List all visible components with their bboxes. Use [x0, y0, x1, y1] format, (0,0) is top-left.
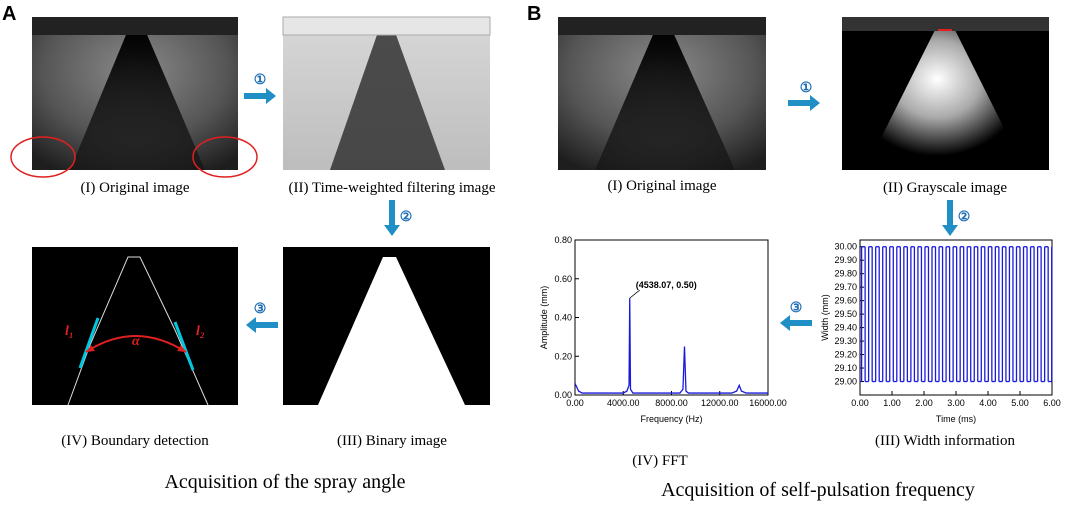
line: [574, 298, 768, 394]
step-label: ③: [254, 302, 267, 317]
y-tick-label: 29.50: [834, 309, 857, 319]
caption: (III) Binary image: [337, 433, 447, 449]
step-label: ②: [958, 210, 971, 225]
boundary-image: [32, 247, 238, 406]
y-tick-label: 29.10: [834, 363, 857, 373]
step-label: ③: [790, 301, 803, 316]
annotation: α: [132, 334, 140, 349]
panel-label: B: [527, 3, 541, 25]
x-tick-label: 16000.00: [749, 398, 787, 408]
y-tick-label: 0.20: [554, 351, 572, 361]
x-tick-label: 1.00: [883, 398, 901, 408]
caption: (IV) Boundary detection: [61, 433, 209, 449]
y-tick-label: 0.80: [554, 235, 572, 245]
caption: (IV) FFT: [632, 453, 687, 469]
original-image: [10, 17, 258, 178]
x-axis-label: Frequency (Hz): [640, 414, 702, 424]
step-label: ②: [400, 210, 413, 225]
y-tick-label: 29.40: [834, 323, 857, 333]
x-tick-label: 0.00: [566, 398, 584, 408]
y-tick-label: 0.60: [554, 274, 572, 284]
y-axis-label: Width (mm): [820, 294, 830, 341]
x-tick-label: 8000.00: [655, 398, 688, 408]
plot-frame: [574, 239, 769, 396]
panel-title: Acquisition of the spray angle: [164, 471, 405, 493]
grayscale-image: [842, 17, 1049, 170]
y-tick-label: 29.70: [834, 282, 857, 292]
caption: (II) Grayscale image: [883, 180, 1007, 196]
x-tick-label: 0.00: [851, 398, 869, 408]
y-tick-label: 29.80: [834, 269, 857, 279]
y-tick-label: 29.20: [834, 350, 857, 360]
caption: (I) Original image: [607, 178, 716, 194]
x-tick-label: 2.00: [915, 398, 933, 408]
annotation: (4538.07, 0.50): [636, 280, 697, 290]
y-axis-label: Amplitude (mm): [539, 286, 549, 350]
x-tick-label: 5.00: [1011, 398, 1029, 408]
y-tick-label: 0.40: [554, 313, 572, 323]
annotation: l₂: [196, 324, 205, 339]
caption: (III) Width information: [875, 433, 1015, 449]
x-tick-label: 6.00: [1043, 398, 1061, 408]
filtered-image: [282, 16, 491, 170]
caption: (II) Time-weighted filtering image: [288, 180, 495, 196]
original-image: [558, 17, 766, 170]
y-tick-label: 29.30: [834, 336, 857, 346]
x-tick-label: 12000.00: [701, 398, 739, 408]
y-tick-label: 0.00: [554, 390, 572, 400]
x-tick-label: 4.00: [979, 398, 997, 408]
step-label: ①: [800, 81, 813, 96]
x-tick-label: 3.00: [947, 398, 965, 408]
y-tick-label: 29.60: [834, 296, 857, 306]
panel-title: Acquisition of self-pulsation frequency: [661, 479, 975, 501]
step-label: ①: [254, 73, 267, 88]
x-axis-label: Time (ms): [936, 414, 976, 424]
annotation-leader: [629, 289, 640, 299]
binary-image: [283, 247, 490, 405]
panel-label: A: [2, 3, 16, 25]
y-tick-label: 29.00: [834, 377, 857, 387]
arrows: [244, 88, 958, 333]
caption: (I) Original image: [80, 180, 189, 196]
annotation: l₁: [65, 324, 74, 339]
x-tick-label: 4000.00: [607, 398, 640, 408]
y-tick-label: 29.90: [834, 255, 857, 265]
y-tick-label: 30.00: [834, 242, 857, 252]
